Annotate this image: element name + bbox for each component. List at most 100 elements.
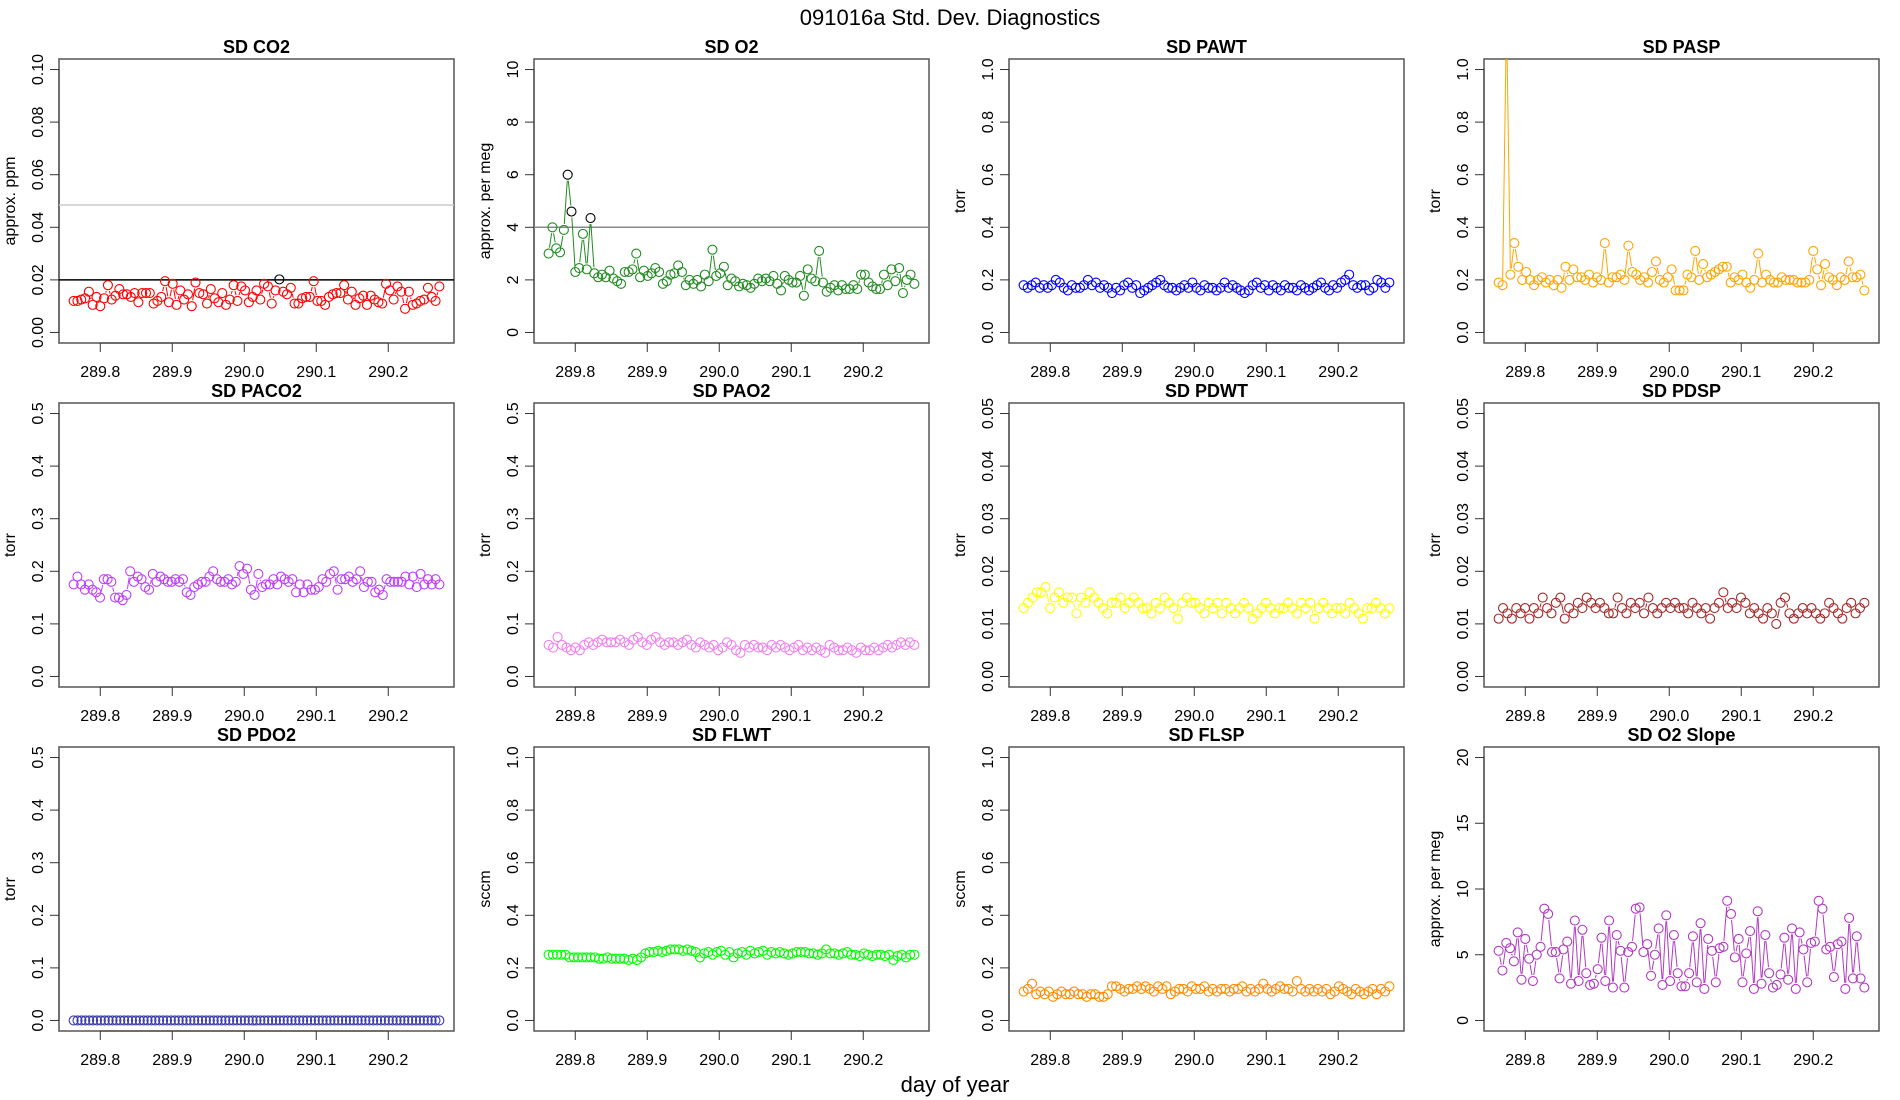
data-point: [212, 1015, 223, 1026]
data-point: [863, 949, 874, 960]
data-point: [136, 574, 147, 585]
data-point: [1650, 256, 1661, 267]
series-segment: [405, 297, 409, 304]
data-point: [300, 291, 312, 303]
series-segment: [1696, 929, 1701, 977]
series-segment: [334, 577, 337, 584]
data-point: [1855, 269, 1866, 280]
y-tick-label: 0.3: [505, 507, 522, 529]
data-point: [346, 286, 357, 297]
data-point: [676, 266, 688, 278]
data-point: [1699, 983, 1710, 994]
y-tick-label: 0.05: [1455, 398, 1472, 429]
data-point: [1611, 929, 1622, 941]
data-point: [1748, 983, 1759, 994]
data-point: [1843, 256, 1854, 267]
data-point: [423, 574, 434, 585]
series-segment: [1617, 940, 1620, 946]
x-tick-label: 290.0: [1174, 1052, 1214, 1069]
series-segment: [1742, 959, 1746, 977]
y-tick-label: 0.02: [980, 556, 997, 587]
data-point: [110, 592, 121, 603]
y-tick-label: 0.02: [30, 264, 47, 295]
y-tick-label: 0.04: [1455, 450, 1472, 481]
data-point: [1718, 587, 1729, 598]
data-point: [1831, 280, 1842, 291]
data-point: [165, 1015, 176, 1026]
data-point: [216, 1015, 227, 1026]
y-tick-label: 0.2: [505, 957, 522, 979]
data-point: [1804, 274, 1815, 285]
x-tick-label: 290.2: [1793, 708, 1833, 725]
data-point: [366, 576, 377, 587]
series-segment: [563, 180, 568, 224]
series-segment: [815, 256, 819, 276]
x-tick-label: 290.2: [368, 364, 408, 381]
data-point: [1559, 613, 1570, 624]
series-segment: [100, 584, 104, 592]
data-point: [289, 298, 300, 309]
data-point: [1577, 924, 1588, 935]
data-point: [339, 280, 350, 291]
panel-sd-pao2: SD PAO2 289.8 289.9 290.0 290.1 290.2 0.0 0.1 0.…: [477, 381, 930, 725]
x-axis-label: day of year: [901, 1072, 1010, 1097]
plot-area: [1493, 587, 1870, 629]
series-segment: [1784, 943, 1789, 974]
data-point: [118, 289, 129, 300]
x-tick-label: 290.1: [771, 708, 811, 725]
series-segment: [1514, 938, 1518, 956]
data-point: [231, 1015, 243, 1026]
data-point: [251, 1015, 262, 1026]
data-point: [309, 1015, 320, 1026]
data-point: [833, 645, 844, 656]
series-segment: [1666, 921, 1671, 976]
data-point: [730, 276, 741, 287]
data-point: [1607, 982, 1618, 993]
y-tick-label: 0.8: [980, 111, 997, 133]
data-point: [1512, 927, 1523, 938]
series-segment: [1731, 919, 1735, 952]
data-point: [158, 1015, 169, 1026]
data-point: [321, 1015, 332, 1026]
data-point: [98, 574, 109, 585]
series-segment: [173, 289, 176, 300]
data-point: [860, 645, 871, 656]
data-point: [270, 1015, 282, 1026]
series-segment: [899, 273, 903, 288]
data-point: [403, 286, 414, 297]
data-point: [1291, 975, 1302, 987]
y-tick-label: 0.8: [980, 799, 997, 821]
x-tick-label: 289.9: [1577, 364, 1617, 381]
data-point: [665, 944, 676, 955]
data-point: [331, 287, 342, 299]
data-point: [1506, 613, 1517, 624]
series-segment: [291, 293, 294, 298]
y-tick-label: 0.1: [30, 613, 47, 635]
series-segment: [571, 217, 576, 267]
data-point: [68, 295, 79, 306]
series-segment: [1548, 919, 1552, 947]
plot-area: [543, 631, 920, 658]
data-point: [1362, 603, 1373, 614]
y-axis-label: torr: [1427, 532, 1444, 557]
series-segment: [1852, 942, 1857, 973]
plot-area: [68, 560, 445, 606]
series-segment: [1761, 940, 1766, 978]
x-tick-label: 289.9: [627, 708, 667, 725]
data-point: [1840, 983, 1851, 994]
panel-title: SD PASP: [1643, 37, 1721, 57]
data-point: [107, 1015, 118, 1026]
series-segment: [1670, 940, 1674, 976]
series-segment: [1856, 942, 1861, 973]
y-tick-label: 0.6: [980, 163, 997, 185]
x-tick-label: 289.8: [1505, 708, 1545, 725]
y-axis-label: sccm: [477, 870, 494, 907]
data-point: [802, 264, 813, 275]
data-point: [91, 587, 102, 598]
data-point: [151, 576, 162, 587]
data-point: [251, 285, 262, 296]
x-tick-label: 290.1: [1721, 364, 1761, 381]
series-segment: [162, 286, 165, 292]
data-point: [407, 1015, 418, 1026]
data-point: [80, 1015, 91, 1026]
